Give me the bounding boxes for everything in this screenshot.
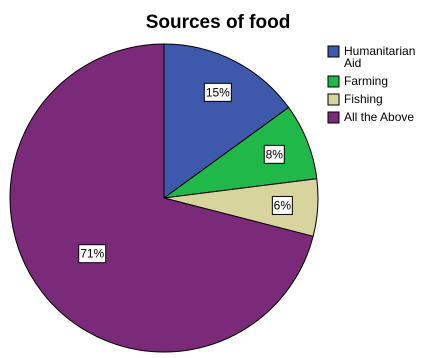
slice-value-label: 71%	[80, 247, 104, 261]
slice-label-farming: 8%	[263, 144, 285, 164]
legend-item-all-the-above: All the Above	[327, 110, 414, 124]
slice-label-box	[271, 195, 293, 215]
legend-swatch	[327, 93, 340, 106]
legend-item-humanitarian-aid: Humanitarian Aid	[327, 44, 415, 70]
slice-label-box	[78, 244, 107, 264]
legend: Humanitarian Aid Farming Fishing All the Abo…	[327, 44, 415, 124]
legend-label: Fishing	[344, 92, 383, 106]
legend-swatch	[327, 111, 340, 124]
slice-label-box	[203, 82, 232, 102]
legend-label: All the Above	[344, 110, 414, 124]
pie-slice-all-the-above	[9, 43, 314, 353]
legend-label: Farming	[344, 74, 388, 88]
slice-label-fishing: 6%	[271, 195, 293, 215]
slice-value-label: 6%	[274, 198, 292, 212]
pie-slice-humanitarian-aid	[163, 43, 290, 199]
legend-item-fishing: Fishing	[327, 92, 383, 106]
legend-label: Humanitarian Aid	[344, 44, 415, 70]
legend-swatch	[327, 75, 340, 88]
slice-label-box	[263, 144, 285, 164]
slice-value-label: 15%	[206, 85, 230, 99]
slice-label-humanitarian-aid: 15%	[203, 82, 232, 102]
pie-slices	[9, 43, 319, 353]
legend-swatch	[327, 45, 340, 58]
slice-value-label: 8%	[266, 147, 284, 161]
slice-label-all-the-above: 71%	[78, 244, 107, 264]
legend-item-farming: Farming	[327, 74, 388, 88]
chart-title: Sources of food	[146, 12, 291, 33]
slice-labels: 15% 8% 6% 71%	[78, 82, 293, 264]
